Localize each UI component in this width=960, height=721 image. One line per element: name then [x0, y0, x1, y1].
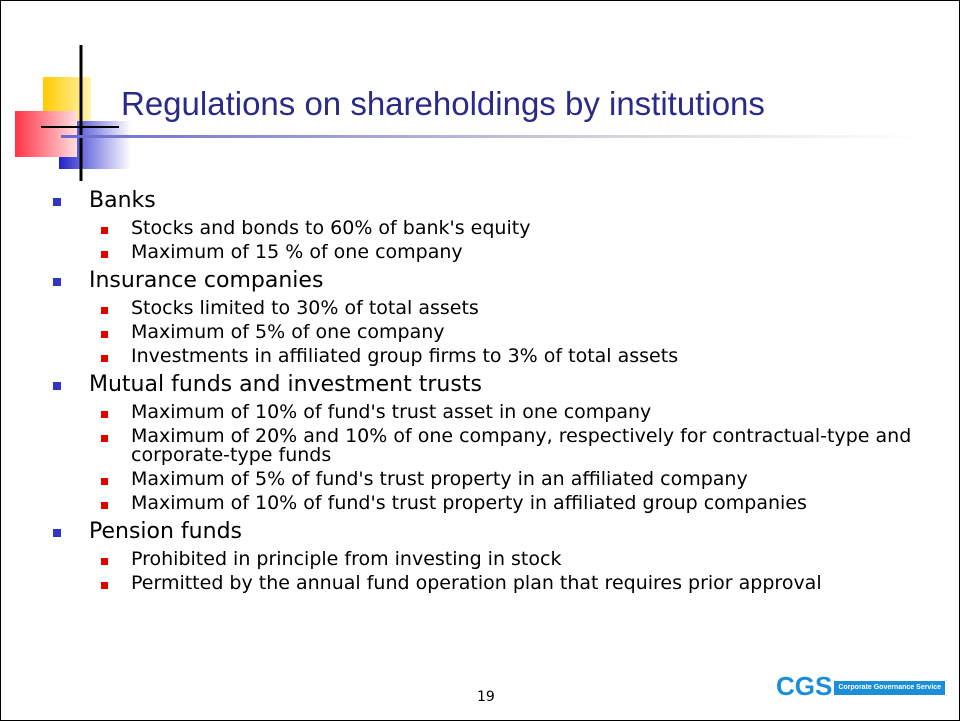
sub-bullet: Stocks limited to 30% of total assets [51, 299, 951, 318]
bullet: Pension funds [51, 518, 951, 545]
title: Regulations on shareholdings by institut… [121, 85, 765, 122]
sub-bullet: Stocks and bonds to 60% of bank's equity [51, 219, 951, 238]
sub-bullet: Prohibited in principle from investing i… [51, 550, 951, 569]
sub-bullet: Maximum of 10% of fund's trust property … [51, 494, 951, 513]
sub-bullet: Investments in affiliated group firms to… [51, 347, 951, 366]
logo-text: Corporate Governance Service [834, 681, 946, 696]
sub-bullet: Maximum of 5% of one company [51, 323, 951, 342]
title-rule [61, 135, 921, 138]
bullet: Banks [51, 187, 951, 214]
page-number: 19 [477, 689, 495, 705]
sub-bullet: Permitted by the annual fund operation p… [51, 574, 951, 593]
sub-bullet: Maximum of 15 % of one company [51, 243, 951, 262]
bullet-list: Banks Stocks and bonds to 60% of bank's e… [51, 187, 951, 598]
bullet: Mutual funds and investment trusts [51, 371, 951, 398]
decoration [15, 45, 131, 181]
bullet: Insurance companies [51, 267, 951, 294]
sub-bullet: Maximum of 5% of fund's trust property i… [51, 470, 951, 489]
sub-bullet: Maximum of 10% of fund's trust asset in … [51, 403, 951, 422]
logo-mark: CGS [776, 671, 833, 701]
sub-bullet: Maximum of 20% and 10% of one company, r… [51, 427, 951, 465]
logo: CGS Corporate Governance Service [776, 671, 946, 702]
